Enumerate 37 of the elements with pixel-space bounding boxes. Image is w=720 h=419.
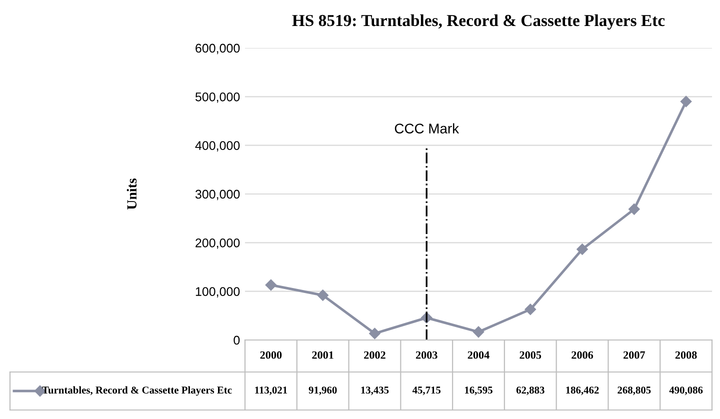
point: [369, 328, 380, 340]
point: [317, 290, 328, 301]
y-tick-label: 0: [234, 336, 240, 345]
x-tick-label: 2000: [260, 351, 282, 359]
x-tick-label: 2004: [468, 351, 490, 359]
data-label: 45,715: [412, 386, 441, 396]
ref-line-label: CCC Mark: [394, 123, 460, 134]
x-tick-label: 2006: [572, 351, 594, 359]
data-label: 490,086: [669, 386, 703, 396]
y-tick-label: 600,000: [196, 44, 240, 54]
point: [472, 326, 484, 338]
data-label: 91,960: [308, 386, 337, 396]
y-tick-label: 200,000: [196, 238, 240, 249]
x-tick-label: 2001: [312, 351, 334, 359]
y-tick-label: 400,000: [195, 141, 240, 152]
point: [576, 244, 588, 255]
data-label: 16,595: [465, 386, 492, 396]
x-tick-label: 2002: [364, 351, 386, 359]
point: [680, 96, 692, 108]
point: [628, 204, 640, 215]
x-tick-label: 2003: [416, 351, 438, 359]
y-tick-label: 300,000: [195, 190, 240, 200]
x-tick-label: 2007: [624, 351, 646, 359]
y-axis-title: Units: [126, 178, 137, 210]
y-tick-label: 500,000: [195, 92, 240, 103]
data-label: 268,805: [618, 386, 651, 396]
data-label: 186,462: [566, 386, 599, 396]
data-label: 13,435: [361, 386, 389, 396]
chart-title: HS 8519: Turntables, Record & Cassette Players Etc: [292, 14, 665, 30]
x-tick-label: 2008: [675, 351, 697, 359]
point: [265, 279, 277, 291]
x-tick-label: 2005: [520, 351, 542, 359]
point: [524, 304, 536, 316]
data-label: 113,021: [255, 386, 288, 396]
data-label: 62,883: [516, 386, 544, 396]
legend-label: Turntables, Record & Cassette Players Etc: [42, 386, 232, 396]
y-tick-label: 100,000: [196, 287, 240, 298]
